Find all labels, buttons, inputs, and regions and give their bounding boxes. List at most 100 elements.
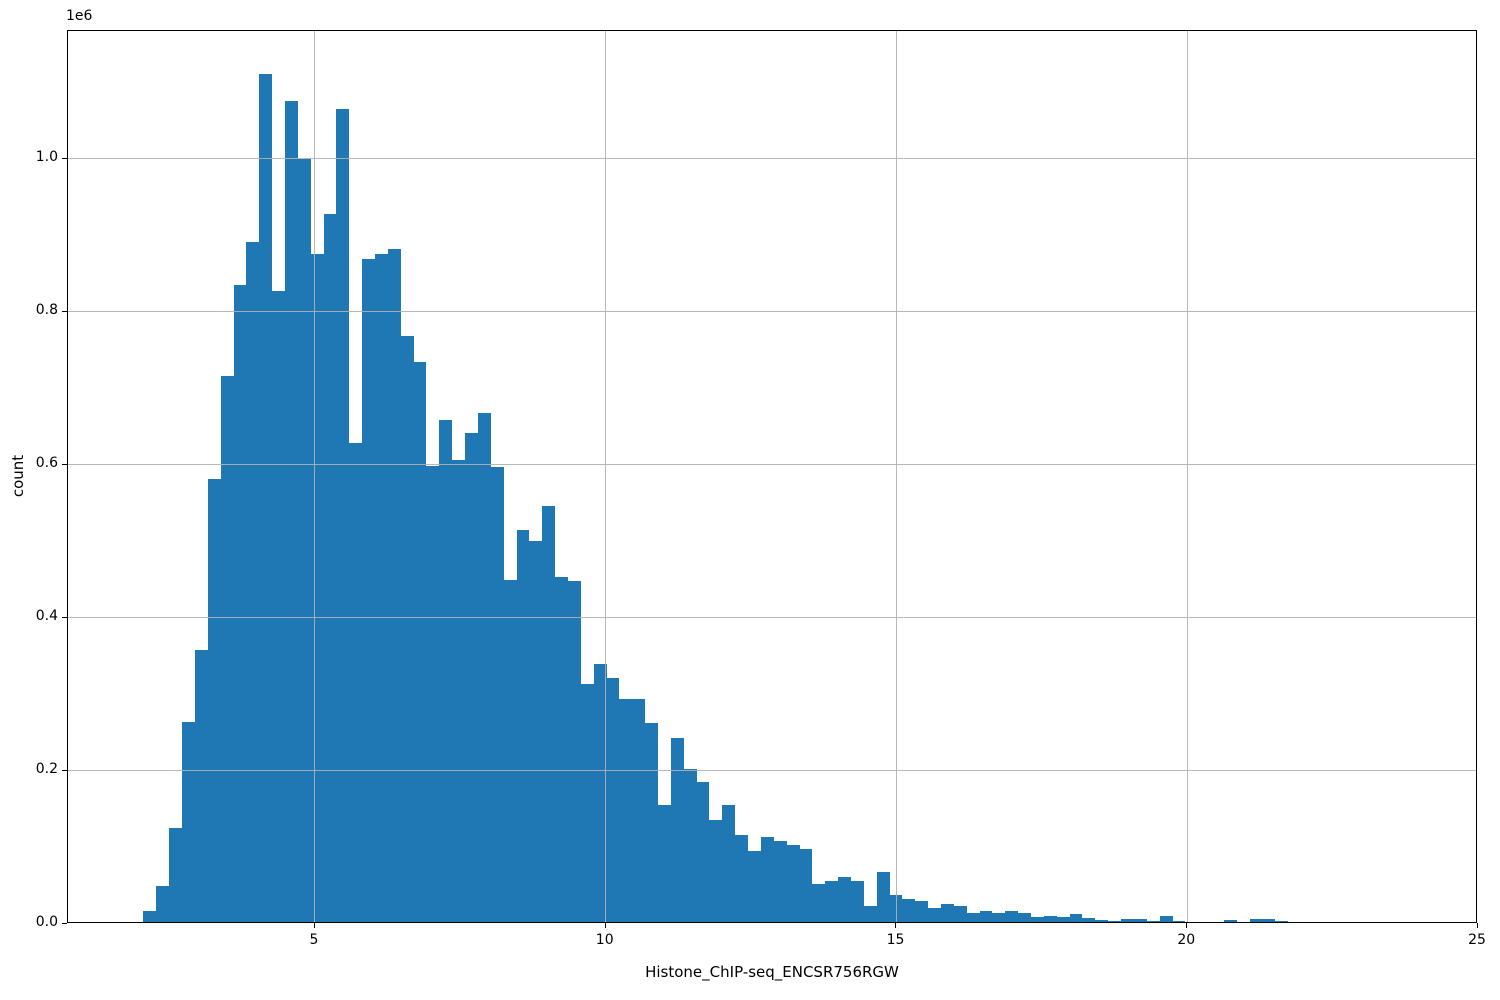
- x-tick-label: 15: [886, 932, 905, 948]
- y-axis-offset-text: 1e6: [66, 8, 93, 24]
- histogram-bar: [555, 576, 568, 922]
- gridline-vertical: [605, 31, 607, 922]
- y-tick-label: 0.6: [35, 454, 58, 471]
- y-tick-label: 0.8: [35, 301, 58, 318]
- histogram-bar: [799, 849, 813, 922]
- histogram-bar: [992, 913, 1006, 922]
- histogram-bar: [1133, 918, 1147, 922]
- y-tick-label: 0.4: [35, 607, 58, 624]
- y-tick-label: 0.2: [35, 760, 58, 777]
- histogram-bar: [593, 663, 607, 922]
- histogram-bar: [156, 885, 170, 922]
- histogram-bar: [1391, 922, 1404, 923]
- histogram-bar: [1172, 920, 1186, 922]
- histogram-bar: [838, 876, 851, 922]
- histogram-bar: [259, 73, 273, 922]
- histogram-bar: [696, 781, 710, 922]
- histogram-bar: [1069, 914, 1083, 922]
- histogram-bar: [1146, 920, 1160, 922]
- histogram-bar: [400, 336, 414, 922]
- histogram-bar: [1301, 922, 1314, 923]
- histogram-bar: [722, 804, 736, 922]
- histogram-bar: [941, 904, 954, 922]
- gridline-horizontal: [68, 617, 1476, 619]
- histogram-bar: [670, 738, 684, 922]
- histogram-bar: [825, 881, 839, 922]
- histogram-bar: [1018, 913, 1032, 922]
- histogram-bar: [1005, 910, 1019, 922]
- plot-area: [67, 30, 1477, 923]
- x-tick-mark: [1186, 923, 1188, 928]
- histogram-bar: [632, 699, 646, 922]
- histogram-bar: [323, 213, 337, 922]
- histogram-bar: [207, 478, 221, 922]
- gridline-vertical: [314, 31, 316, 922]
- histogram-bar: [915, 901, 929, 922]
- histogram-bar: [490, 467, 504, 922]
- histogram-bar: [362, 259, 376, 922]
- x-tick-mark: [313, 923, 315, 928]
- histogram-bar: [645, 722, 658, 922]
- histogram-bar: [773, 841, 787, 922]
- histogram-bar: [349, 442, 363, 922]
- histogram-bar: [310, 253, 324, 922]
- histogram-bar: [336, 109, 350, 922]
- y-tick-mark: [62, 310, 67, 312]
- histogram-bar: [387, 249, 401, 922]
- histogram-bar: [426, 465, 440, 922]
- histogram-bar: [1056, 917, 1070, 922]
- histogram-bar: [863, 905, 877, 922]
- y-tick-label: 1.0: [35, 148, 58, 165]
- histogram-bar: [683, 768, 697, 922]
- histogram-bar: [1223, 920, 1237, 922]
- histogram-bar: [876, 871, 890, 922]
- gridline-horizontal: [68, 158, 1476, 160]
- histogram-bar: [786, 845, 800, 922]
- histogram-bar: [542, 506, 556, 922]
- histogram-bar: [477, 412, 491, 922]
- histogram-bar: [297, 158, 311, 922]
- histogram-bar: [1236, 921, 1250, 922]
- histogram-bar: [735, 835, 749, 922]
- histogram-bar: [979, 910, 993, 922]
- histogram-bar: [812, 884, 826, 922]
- gridline-horizontal: [68, 311, 1476, 313]
- histogram-bar: [953, 906, 967, 922]
- histogram-bar: [966, 913, 980, 922]
- histogram-bar: [1108, 920, 1122, 922]
- gridline-horizontal: [68, 464, 1476, 466]
- histogram-bar: [889, 894, 903, 922]
- histogram-bar: [619, 699, 633, 922]
- histogram-bar: [1275, 920, 1289, 922]
- histogram-bar: [1262, 919, 1276, 922]
- histogram-bar: [503, 580, 517, 922]
- histogram-bar: [220, 376, 234, 922]
- histogram-bar: [1121, 918, 1134, 922]
- histogram-bar: [1404, 922, 1417, 923]
- histogram-bar: [928, 907, 941, 922]
- histogram-bar: [413, 361, 427, 922]
- histogram-bar: [760, 836, 774, 922]
- histogram-bar: [439, 419, 453, 922]
- histogram-bar: [529, 540, 543, 922]
- gridline-vertical: [895, 31, 897, 922]
- histogram-bar: [182, 721, 195, 922]
- histogram-bar: [143, 910, 157, 922]
- histogram-bar: [580, 683, 594, 922]
- histogram-bar: [709, 819, 723, 922]
- histogram-bar: [169, 828, 183, 922]
- histogram-bar: [465, 432, 478, 922]
- histogram-bar: [1198, 921, 1212, 922]
- x-tick-label: 10: [595, 932, 614, 948]
- x-axis-label: Histone_ChIP-seq_ENCSR756RGW: [645, 963, 899, 981]
- x-tick-mark: [1477, 923, 1478, 928]
- histogram-bar: [516, 529, 530, 922]
- histogram-bar: [850, 881, 864, 922]
- histogram-bar: [902, 898, 916, 922]
- y-tick-mark: [62, 769, 67, 771]
- histogram-bar: [658, 805, 671, 922]
- histogram-bar: [1249, 918, 1263, 922]
- histogram-bar: [375, 253, 388, 922]
- x-tick-label: 25: [1468, 932, 1486, 948]
